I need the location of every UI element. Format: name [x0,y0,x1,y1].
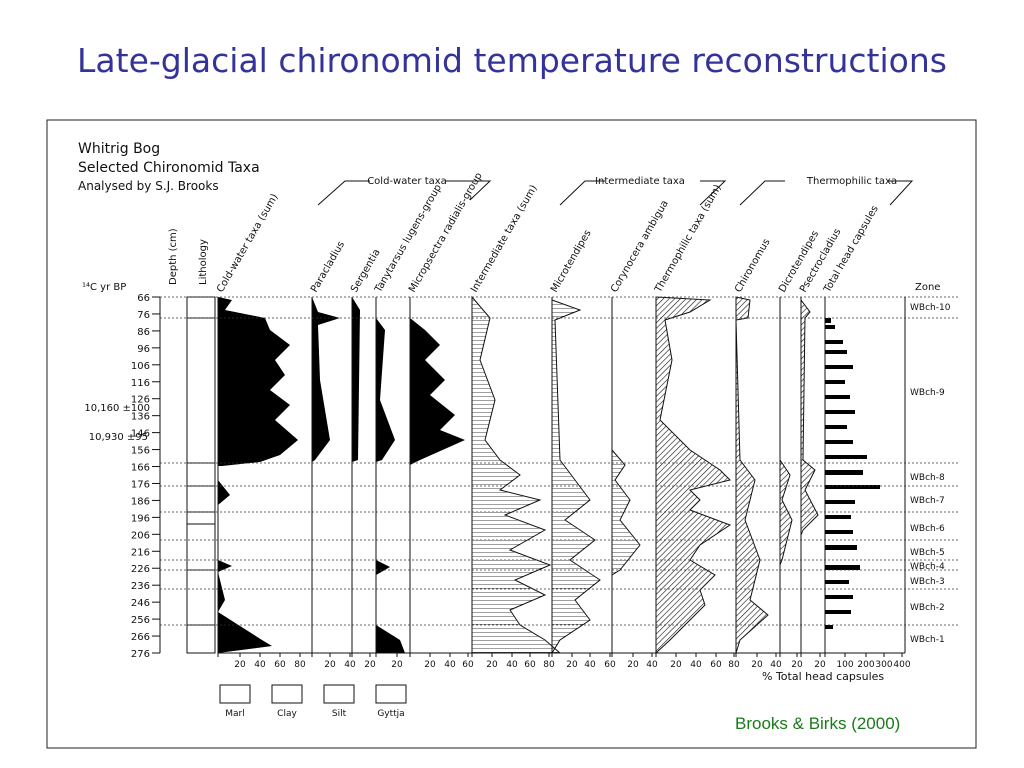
depth-label: Depth (cm) [168,228,179,285]
zone: WBch-5 [910,548,945,558]
depth-label: 206 [131,530,150,541]
x-tick-label: 100 [836,660,853,670]
x-tick-label: 20 [814,660,826,670]
x-tick-label: 20 [364,660,376,670]
legend-label: Clay [277,709,297,719]
age-label: ¹⁴C yr BP [82,282,126,293]
zone: WBch-8 [910,473,945,483]
x-tick-label: 60 [462,660,474,670]
x-tick-label: 20 [751,660,763,670]
x-tick-label: 40 [506,660,518,670]
depth-label: 106 [131,361,150,372]
x-tick-label: 20 [324,660,336,670]
x-axis-label: % Total head capsules [762,670,884,683]
x-tick-label: 60 [274,660,286,670]
x-tick-label: 80 [728,660,740,670]
x-tick-label: 40 [344,660,356,670]
depth-label: 276 [131,649,150,660]
legend-label: Gyttja [377,709,404,719]
legend-label: Silt [332,709,347,719]
zone-label: Zone [915,282,940,293]
depth-label: 116 [131,378,150,389]
depth-label: 246 [131,598,150,609]
x-tick-label: 60 [524,660,536,670]
zone: WBch-4 [910,562,945,572]
depth-label: 96 [137,344,150,355]
zone: WBch-7 [910,496,945,506]
x-tick-label: 20 [791,660,803,670]
x-tick-label: 20 [424,660,436,670]
group-label: Intermediate taxa [595,176,685,187]
zone: WBch-2 [910,603,945,613]
depth-label: 156 [131,446,150,457]
x-tick-label: 20 [234,660,246,670]
curves [218,295,880,655]
depth-label: 136 [131,412,150,423]
x-tick-label: 40 [646,660,658,670]
x-tick-label: 300 [875,660,892,670]
x-tick-label: 80 [294,660,306,670]
x-tick-label: 20 [627,660,639,670]
author: Analysed by S.J. Brooks [78,179,219,193]
depth-label: 256 [131,615,150,626]
depth-label: 86 [137,327,150,338]
x-tick-label: 20 [391,660,403,670]
depth-label: 76 [137,310,150,321]
depth-label: 236 [131,581,150,592]
x-tick-label: 40 [584,660,596,670]
date: 10,930 ±95 [89,432,148,443]
depth-label: 226 [131,564,150,575]
zone: WBch-9 [910,388,945,398]
depth-label: 266 [131,632,150,643]
zone: WBch-1 [910,635,945,645]
depth-label: 176 [131,479,150,490]
group-label: Cold-water taxa [367,176,447,187]
depth-label: 166 [131,463,150,474]
x-tick-label: 80 [543,660,555,670]
x-tick-label: 60 [710,660,722,670]
x-tick-label: 400 [893,660,910,670]
x-tick-label: 40 [770,660,782,670]
x-tick-label: 40 [254,660,266,670]
depth-label: 126 [131,395,150,406]
slide-title: Late-glacial chironomid temperature reco… [77,41,947,80]
zone: WBch-10 [910,303,951,313]
x-tick-label: 20 [670,660,682,670]
date: 10,160 ±100 [84,403,150,414]
group-brackets [317,180,914,206]
lithology-label: Lithology [198,239,209,285]
legend-label: Marl [225,709,244,719]
subtitle: Selected Chironomid Taxa [78,160,260,176]
depth-label: 216 [131,547,150,558]
x-tick-label: 200 [857,660,874,670]
depth-label: 146 [131,429,150,440]
x-tick-label: 20 [486,660,498,670]
citation: Brooks & Birks (2000) [735,714,900,733]
depth-label: 196 [131,513,150,524]
zone: WBch-6 [910,524,945,534]
depth-label: 66 [137,293,150,304]
depth-label: 186 [131,496,150,507]
x-tick-label: 40 [690,660,702,670]
x-tick-label: 60 [604,660,616,670]
x-tick-label: 20 [566,660,578,670]
site: Whitrig Bog [78,141,160,157]
x-tick-label: 40 [444,660,456,670]
group-label: Thermophilic taxa [806,176,897,187]
zone: WBch-3 [910,577,945,587]
legend-swatches [219,684,407,704]
